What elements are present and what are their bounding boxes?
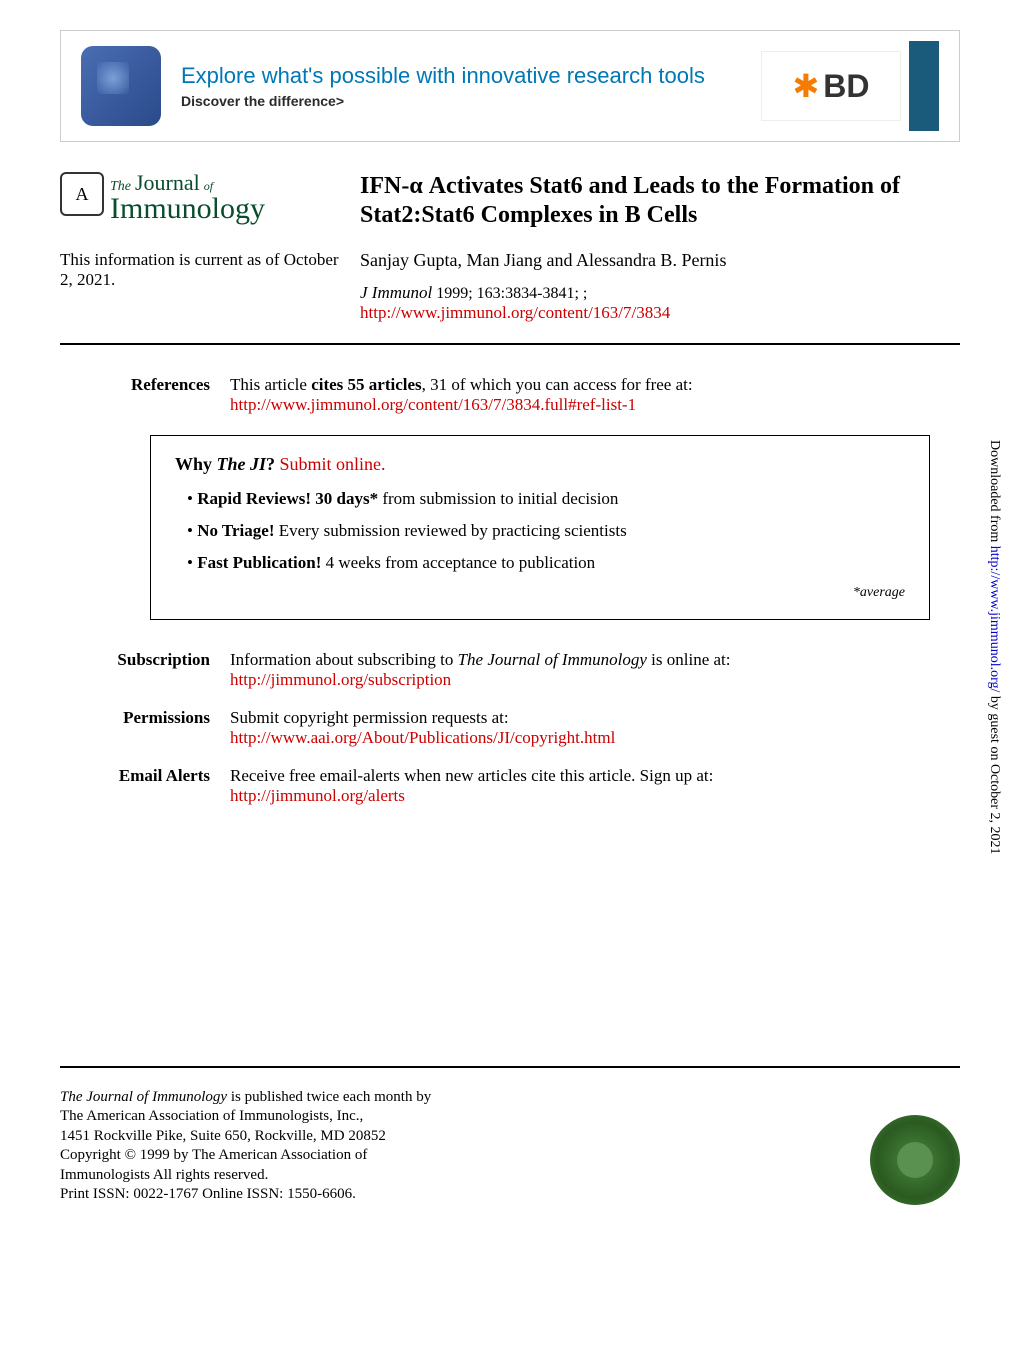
why-bullet-rest: 4 weeks from acceptance to publication xyxy=(321,553,595,572)
info-label: Subscription xyxy=(60,650,230,690)
sidebar-pre: Downloaded from xyxy=(987,440,1002,546)
info-row: Email AlertsReceive free email-alerts wh… xyxy=(60,766,960,806)
why-bullet-rest: Every submission reviewed by practicing … xyxy=(274,521,626,540)
footer-line: Immunologists All rights reserved. xyxy=(60,1166,870,1186)
citation-rest: 1999; 163:3834-3841; ; xyxy=(432,285,587,302)
references-url-link[interactable]: http://www.jimmunol.org/content/163/7/38… xyxy=(230,395,636,414)
why-ji: The JI xyxy=(217,454,267,474)
why-box: Why The JI? Submit online. Rapid Reviews… xyxy=(150,435,930,620)
info-row: PermissionsSubmit copyright permission r… xyxy=(60,708,960,748)
ad-banner[interactable]: Explore what's possible with innovative … xyxy=(60,30,960,142)
divider-top xyxy=(60,343,960,345)
info-content: Information about subscribing to The Jou… xyxy=(230,650,960,690)
info-text-post: is online at: xyxy=(647,650,731,669)
logo-badge: A xyxy=(60,172,104,216)
banner-subtext: Discover the difference> xyxy=(181,93,741,109)
footer-row: The Journal of Immunology is published t… xyxy=(60,1088,960,1205)
sidebar-download-note: Downloaded from http://www.jimmunol.org/… xyxy=(986,440,1002,855)
ref-text-bold: cites 55 articles xyxy=(311,375,421,394)
citation-journal: J Immunol xyxy=(360,283,432,302)
why-average: *average xyxy=(175,585,905,601)
meta-row: This information is current as of Octobe… xyxy=(60,250,960,323)
banner-corner-strip xyxy=(909,41,939,131)
why-q: ? xyxy=(266,454,280,474)
why-submit-link[interactable]: Submit online. xyxy=(280,454,386,474)
footer-line: The American Association of Immunologist… xyxy=(60,1107,870,1127)
why-bullet-rest: from submission to initial decision xyxy=(378,489,618,508)
article-title: IFN-α Activates Stat6 and Leads to the F… xyxy=(360,172,960,230)
journal-immunology: Immunology xyxy=(110,194,265,224)
info-url-link[interactable]: http://jimmunol.org/alerts xyxy=(230,786,405,805)
journal-of: of xyxy=(204,179,213,193)
banner-image-icon xyxy=(81,46,161,126)
why-bullet-bold: No Triage! xyxy=(197,521,274,540)
banner-text-block: Explore what's possible with innovative … xyxy=(181,63,741,109)
why-bullet: Fast Publication! 4 weeks from acceptanc… xyxy=(175,553,905,573)
info-row: SubscriptionInformation about subscribin… xyxy=(60,650,960,690)
why-bullet: No Triage! Every submission reviewed by … xyxy=(175,521,905,541)
footer-line: The Journal of Immunology is published t… xyxy=(60,1088,870,1108)
bd-star-icon: ✱ xyxy=(792,67,819,105)
references-label: References xyxy=(60,375,230,415)
info-text-pre: Receive free email-alerts when new artic… xyxy=(230,766,713,785)
why-bullet-bold: Fast Publication! xyxy=(197,553,321,572)
info-label: Email Alerts xyxy=(60,766,230,806)
why-bullet: Rapid Reviews! 30 days* from submission … xyxy=(175,489,905,509)
info-url-link[interactable]: http://www.aai.org/About/Publications/JI… xyxy=(230,728,615,747)
banner-headline: Explore what's possible with innovative … xyxy=(181,63,741,89)
footer-line: Print ISSN: 0022-1767 Online ISSN: 1550-… xyxy=(60,1185,870,1205)
ref-text-post: , 31 of which you can access for free at… xyxy=(422,375,693,394)
info-text-pre: Information about subscribing to xyxy=(230,650,458,669)
journal-logo: A The Journal of Immunology xyxy=(60,172,340,230)
divider-footer xyxy=(60,1066,960,1068)
authors: Sanjay Gupta, Man Jiang and Alessandra B… xyxy=(360,250,960,271)
why-bullet-bold: Rapid Reviews! 30 days* xyxy=(197,489,378,508)
footer-text: The Journal of Immunology is published t… xyxy=(60,1088,870,1205)
info-url-link[interactable]: http://jimmunol.org/subscription xyxy=(230,670,451,689)
ref-text-pre: This article xyxy=(230,375,311,394)
currency-note: This information is current as of Octobe… xyxy=(60,250,340,323)
info-content: Submit copyright permission requests at:… xyxy=(230,708,960,748)
info-text-ital: The Journal of Immunology xyxy=(458,650,647,669)
info-text-pre: Submit copyright permission requests at: xyxy=(230,708,509,727)
why-title: Why The JI? Submit online. xyxy=(175,454,905,475)
title-column: IFN-α Activates Stat6 and Leads to the F… xyxy=(340,172,960,230)
bd-logo-text: BD xyxy=(823,68,869,105)
info-content: Receive free email-alerts when new artic… xyxy=(230,766,960,806)
footer-line: 1451 Rockville Pike, Suite 650, Rockvill… xyxy=(60,1127,870,1147)
meta-column: Sanjay Gupta, Man Jiang and Alessandra B… xyxy=(340,250,960,323)
article-url-link[interactable]: http://www.jimmunol.org/content/163/7/38… xyxy=(360,303,670,322)
footer-line: Copyright © 1999 by The American Associa… xyxy=(60,1146,870,1166)
info-label: Permissions xyxy=(60,708,230,748)
aai-seal-icon xyxy=(870,1115,960,1205)
references-content: This article cites 55 articles, 31 of wh… xyxy=(230,375,960,415)
sidebar-link[interactable]: http://www.jimmunol.org/ xyxy=(987,546,1002,693)
header-row: A The Journal of Immunology IFN-α Activa… xyxy=(60,172,960,230)
bd-logo: ✱ BD xyxy=(761,51,901,121)
sidebar-post: by guest on October 2, 2021 xyxy=(987,692,1002,854)
references-row: References This article cites 55 article… xyxy=(60,375,960,415)
citation-line: J Immunol 1999; 163:3834-3841; ; xyxy=(360,283,960,303)
why-pre: Why xyxy=(175,454,217,474)
